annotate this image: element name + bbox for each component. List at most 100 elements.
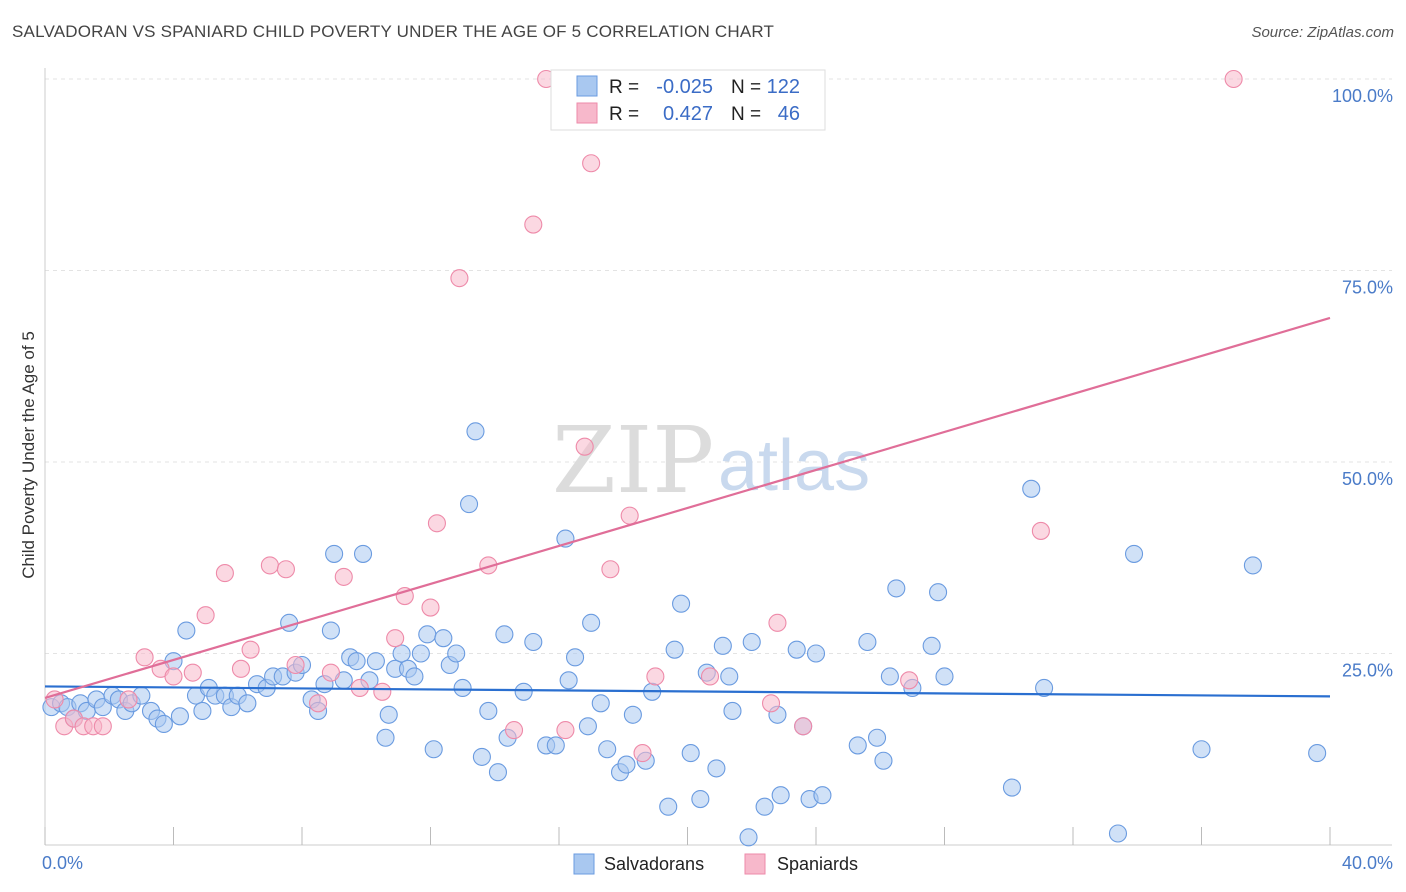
watermark-atlas: atlas xyxy=(718,426,870,506)
legend-r-value-1: -0.025 xyxy=(656,76,713,98)
source-label: Source: ZipAtlas.com xyxy=(1251,24,1394,41)
salvadorans-point-93 xyxy=(755,797,774,816)
salvadorans-point-77 xyxy=(617,755,636,774)
spaniards-point-40 xyxy=(761,694,781,713)
salvadorans-point-63 xyxy=(495,625,514,644)
salvadorans-point-100 xyxy=(813,786,832,805)
spaniards-point-18 xyxy=(309,694,328,713)
salvadorans-point-103 xyxy=(867,728,887,747)
spaniards-point-13 xyxy=(231,659,251,678)
salvadorans-point-116 xyxy=(1192,740,1211,759)
salvadorans-point-58 xyxy=(459,495,479,514)
tick-labels: 25.0% 50.0% 75.0% 100.0% 0.0% 40.0% xyxy=(42,86,1393,873)
watermark-zip: ZIP xyxy=(552,407,714,514)
salvadorans-point-15 xyxy=(154,714,173,734)
salvadorans-point-87 xyxy=(707,759,726,778)
legend-r-label-1: R = xyxy=(609,77,639,98)
spaniards-point-30 xyxy=(524,215,543,234)
spaniards-point-26 xyxy=(427,514,446,533)
spaniards-point-44 xyxy=(1031,521,1050,540)
spaniards-point-19 xyxy=(321,663,340,682)
legend-n-label-1: N = xyxy=(731,77,761,98)
salvadorans-point-112 xyxy=(1022,479,1041,498)
salvadorans-point-117 xyxy=(1243,556,1262,575)
salvadorans-point-41 xyxy=(347,652,366,671)
salvadorans-point-17 xyxy=(170,707,189,726)
spaniards-point-14 xyxy=(241,640,260,659)
salvadorans-point-82 xyxy=(665,640,684,659)
salvadorans-point-60 xyxy=(472,747,491,766)
salvadorans-point-83 xyxy=(672,594,691,613)
salvadorans-point-108 xyxy=(922,636,941,655)
spaniards-point-37 xyxy=(633,744,652,763)
salvadorans-point-44 xyxy=(366,652,385,671)
salvadorans-point-92 xyxy=(742,632,761,652)
axes xyxy=(44,68,1392,846)
spaniards-point-15 xyxy=(260,556,279,575)
salvadorans-point-115 xyxy=(1124,544,1144,563)
spaniards-point-22 xyxy=(373,682,392,701)
spaniards-point-17 xyxy=(286,655,305,675)
chart-title: SALVADORAN VS SPANIARD CHILD POVERTY UND… xyxy=(12,22,775,41)
salvadorans-point-110 xyxy=(935,667,954,686)
salvadorans-point-56 xyxy=(447,644,466,663)
series-layer xyxy=(42,69,1327,847)
salvadorans-point-62 xyxy=(488,763,508,782)
spaniards-point-39 xyxy=(700,667,720,686)
spaniards-point-33 xyxy=(575,437,594,456)
spaniards-point-23 xyxy=(386,629,405,648)
x-tick-label-1: 40.0% xyxy=(1342,853,1393,873)
y-tick-label-2: 75.0% xyxy=(1342,278,1393,298)
spaniards-point-36 xyxy=(620,506,639,525)
salvadorans-point-52 xyxy=(418,625,437,644)
y-axis-label: Child Poverty Under the Age of 5 xyxy=(19,331,38,579)
legend-n-value-1: 122 xyxy=(767,76,800,98)
salvadorans-point-114 xyxy=(1108,824,1128,843)
salvadorans-point-51 xyxy=(411,644,430,663)
salvadorans-point-73 xyxy=(582,613,601,632)
y-tick-label-3: 100.0% xyxy=(1332,86,1393,106)
spaniards-point-6 xyxy=(119,690,138,709)
watermark: ZIP atlas xyxy=(552,407,870,514)
salvadorans-point-106 xyxy=(887,579,906,598)
bottom-legend-label-spaniards: Spaniards xyxy=(777,854,858,874)
spaniards-point-27 xyxy=(450,269,469,288)
legend-swatch-salvadorans xyxy=(576,75,598,97)
spaniards-point-16 xyxy=(276,560,295,579)
salvadorans-point-38 xyxy=(325,544,344,563)
salvadorans-point-54 xyxy=(434,629,453,648)
spaniards-point-25 xyxy=(421,598,440,617)
salvadorans-point-109 xyxy=(929,583,948,602)
salvadorans-point-57 xyxy=(453,678,472,698)
trendline-spaniards xyxy=(44,316,1331,699)
legend-swatch-spaniards xyxy=(576,102,598,124)
salvadorans-point-45 xyxy=(376,728,395,747)
trendline-salvadorans xyxy=(44,685,1331,698)
salvadorans-point-71 xyxy=(566,648,585,667)
salvadorans-point-105 xyxy=(880,667,899,686)
salvadorans-point-84 xyxy=(681,744,700,763)
salvadorans-point-89 xyxy=(720,667,739,686)
salvadorans-point-66 xyxy=(524,632,543,652)
spaniards-point-34 xyxy=(582,154,601,173)
spaniards-point-41 xyxy=(768,613,787,632)
salvadorans-point-95 xyxy=(771,786,790,805)
salvadorans-point-37 xyxy=(321,621,340,640)
salvadorans-point-101 xyxy=(848,736,867,755)
salvadorans-point-96 xyxy=(787,640,806,659)
spaniards-point-43 xyxy=(900,671,919,690)
trend-layer xyxy=(44,316,1331,699)
bottom-legend-swatch-spaniards xyxy=(744,853,766,875)
salvadorans-point-99 xyxy=(806,644,826,663)
salvadorans-point-46 xyxy=(379,705,398,724)
x-tick-label-0: 0.0% xyxy=(42,853,83,873)
spaniards-point-5 xyxy=(93,717,112,736)
y-tick-label-0: 25.0% xyxy=(1342,661,1393,681)
spaniards-point-20 xyxy=(334,567,353,586)
salvadorans-point-74 xyxy=(591,694,610,713)
spaniards-point-12 xyxy=(215,564,234,583)
salvadorans-point-91 xyxy=(739,828,758,847)
salvadorans-point-75 xyxy=(598,740,617,759)
salvadorans-point-81 xyxy=(659,797,678,816)
